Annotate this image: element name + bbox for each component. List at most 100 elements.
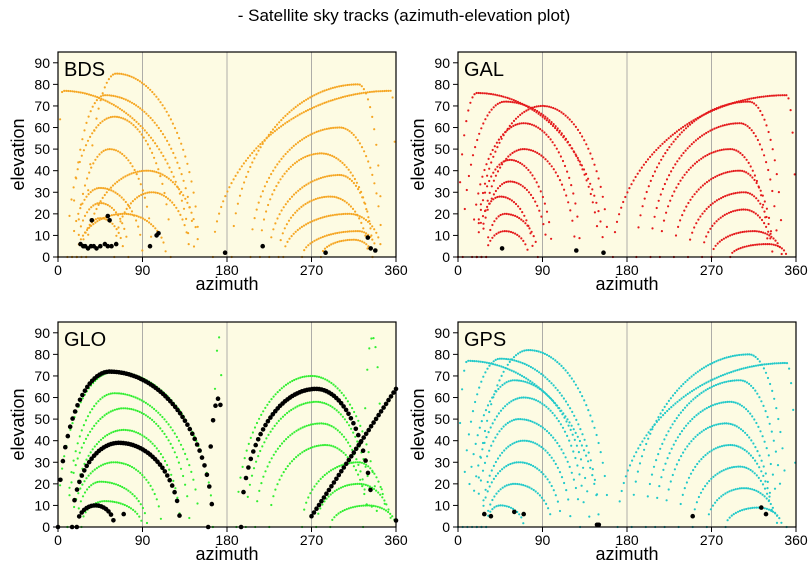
track-point [754, 96, 757, 99]
track-point [301, 451, 304, 454]
track-point [83, 198, 86, 201]
track-point [82, 238, 85, 241]
track-point [646, 158, 650, 161]
track-point [721, 422, 724, 425]
track-point [343, 508, 346, 512]
track-point [266, 403, 269, 406]
track-point [287, 167, 290, 170]
track-point [383, 502, 386, 505]
track-point [660, 230, 663, 233]
track-point [477, 464, 480, 467]
track-point [748, 97, 751, 100]
track-point [379, 243, 382, 246]
track-point [498, 379, 501, 382]
track-point [754, 355, 757, 359]
track-point [461, 388, 464, 391]
track-point [317, 92, 320, 95]
track-point [354, 238, 358, 241]
track-point [660, 158, 663, 161]
track-point [143, 435, 146, 438]
track-point [379, 485, 382, 489]
track-point [125, 212, 128, 215]
track-point [482, 222, 485, 225]
track-point [736, 122, 739, 125]
track-point [713, 377, 716, 380]
track-point [281, 232, 284, 235]
track-point [496, 102, 499, 105]
track-point [360, 216, 363, 219]
track-point [772, 510, 775, 513]
track-point [558, 471, 562, 474]
track-point [381, 90, 384, 93]
current-point [258, 431, 263, 437]
current-point [321, 495, 327, 500]
track-point [126, 393, 129, 396]
track-point [736, 169, 740, 172]
track-point [106, 462, 109, 465]
track-point [147, 169, 150, 172]
track-point [149, 440, 152, 443]
track-point [503, 449, 506, 452]
track-point [486, 174, 489, 177]
track-point [665, 434, 668, 437]
track-point [575, 154, 578, 158]
current-point [316, 502, 322, 508]
track-point [561, 426, 565, 429]
track-point [749, 454, 752, 457]
track-point [291, 432, 294, 435]
track-point [762, 203, 765, 206]
track-point [510, 369, 513, 372]
track-point [554, 439, 557, 442]
track-point [779, 362, 782, 365]
track-point [504, 423, 507, 426]
track-point [360, 482, 363, 486]
track-point [499, 135, 503, 138]
track-point [728, 490, 731, 493]
track-point [597, 210, 600, 213]
current-point [763, 511, 769, 517]
track-point [135, 219, 138, 222]
track-point [515, 379, 519, 382]
track-point [105, 117, 108, 120]
track-point [522, 220, 525, 223]
track-point [124, 175, 127, 178]
track-point [667, 430, 670, 433]
track-point [319, 176, 322, 180]
track-point [114, 461, 117, 464]
track-point [742, 122, 745, 125]
track-point [695, 160, 699, 163]
track-point [359, 470, 362, 473]
current-point [373, 248, 378, 253]
track-point [249, 165, 252, 169]
track-point [479, 183, 482, 186]
track-point [87, 193, 90, 196]
track-point [338, 431, 341, 434]
track-point [186, 201, 189, 204]
current-point [113, 241, 119, 247]
track-point [577, 159, 580, 162]
track-point [321, 216, 324, 219]
track-point [488, 179, 491, 183]
track-point [498, 94, 501, 97]
track-point [613, 231, 617, 234]
track-point [657, 418, 660, 421]
track-point [622, 200, 625, 204]
track-point [689, 238, 692, 241]
track-point [151, 488, 154, 491]
track-point [768, 491, 771, 494]
track-point [496, 94, 499, 97]
track-point [114, 213, 118, 216]
track-point [159, 517, 162, 520]
track-point [663, 140, 666, 143]
track-point [532, 488, 535, 492]
track-point [667, 137, 670, 140]
track-point [134, 409, 137, 412]
current-point [63, 444, 68, 450]
track-point [632, 493, 635, 496]
track-point [310, 153, 313, 156]
track-point [107, 393, 110, 396]
track-point [307, 182, 310, 185]
current-point [190, 431, 195, 437]
track-point [510, 98, 513, 101]
track-point [286, 411, 289, 415]
